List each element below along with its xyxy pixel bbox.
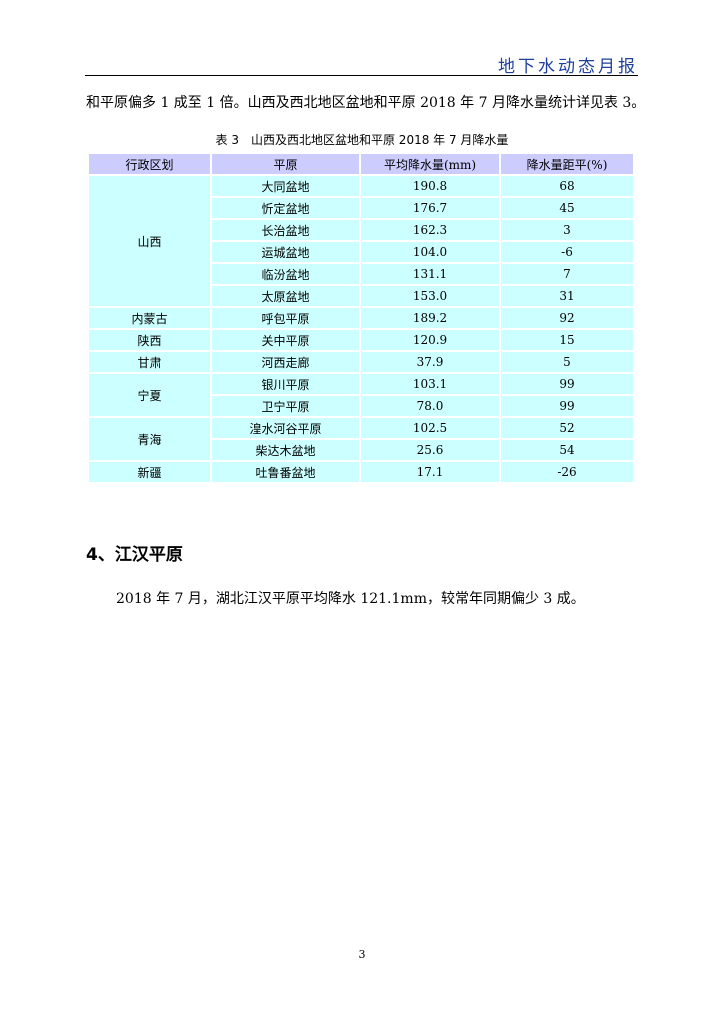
column-header: 平原 (210, 152, 361, 176)
precipitation-cell: 25.6 (359, 438, 501, 462)
plain-cell: 呼包平原 (210, 306, 361, 330)
table-row: 运城盆地 104.0 -6 (88, 240, 635, 264)
precipitation-cell: 153.0 (359, 284, 501, 308)
anomaly-cell: 45 (499, 196, 635, 220)
anomaly-cell: 99 (499, 372, 635, 396)
table-caption: 表 3 山西及西北地区盆地和平原 2018 年 7 月降水量 (215, 133, 509, 147)
table-row: 青海 湟水河谷平原 102.5 52 (87, 416, 635, 462)
section-heading: 4、江汉平原 (86, 545, 183, 565)
table-header-row: 行政区划 平原 平均降水量(mm) 降水量距平(%) (87, 152, 635, 176)
precipitation-cell: 103.1 (359, 372, 501, 396)
anomaly-cell: 5 (499, 350, 635, 374)
running-header-title: 地下水动态月报 (498, 57, 638, 77)
table-row: 卫宁平原 78.0 99 (88, 394, 635, 418)
precipitation-cell: 189.2 (359, 306, 501, 330)
header-divider (85, 75, 638, 76)
precipitation-cell: 131.1 (359, 262, 501, 286)
plain-cell: 长治盆地 (210, 218, 361, 242)
precipitation-cell: 104.0 (359, 240, 501, 264)
region-cell: 新疆 (87, 460, 212, 484)
precipitation-cell: 176.7 (359, 196, 501, 220)
paragraph: 和平原偏多 1 成至 1 倍。山西及西北地区盆地和平原 2018 年 7 月降水… (86, 95, 646, 111)
plain-cell: 吐鲁番盆地 (210, 460, 361, 484)
anomaly-cell: 7 (499, 262, 635, 286)
plain-cell: 临汾盆地 (210, 262, 361, 286)
plain-cell: 柴达木盆地 (210, 438, 361, 462)
table-row: 太原盆地 153.0 31 (88, 284, 635, 308)
anomaly-cell: 92 (499, 306, 635, 330)
region-cell: 陕西 (87, 328, 212, 352)
precipitation-cell: 120.9 (359, 328, 501, 352)
anomaly-cell: 52 (499, 416, 635, 440)
column-header: 行政区划 (87, 152, 212, 176)
anomaly-cell: -26 (499, 460, 635, 484)
region-cell: 宁夏 (87, 372, 212, 418)
table-row: 内蒙古 呼包平原 189.2 92 (87, 306, 635, 330)
region-cell: 内蒙古 (87, 306, 212, 330)
table-row: 柴达木盆地 25.6 54 (88, 438, 635, 462)
anomaly-cell: 68 (499, 174, 635, 198)
page-number: 3 (358, 948, 366, 961)
plain-cell: 大同盆地 (210, 174, 361, 198)
table-row: 忻定盆地 176.7 45 (88, 196, 635, 220)
precipitation-cell: 17.1 (359, 460, 501, 484)
precipitation-cell: 102.5 (359, 416, 501, 440)
region-cell: 山西 (87, 174, 212, 308)
table-row: 陕西 关中平原 120.9 15 (87, 328, 635, 352)
table-row: 山西 大同盆地 190.8 68 (87, 174, 635, 308)
precipitation-table: 行政区划 平原 平均降水量(mm) 降水量距平(%) 山西 大同盆地 190.8 68… (87, 152, 635, 484)
anomaly-cell: -6 (499, 240, 635, 264)
plain-cell: 卫宁平原 (210, 394, 361, 418)
region-cell: 甘肃 (87, 350, 212, 374)
table-row: 新疆 吐鲁番盆地 17.1 -26 (87, 460, 635, 484)
plain-cell: 湟水河谷平原 (210, 416, 361, 440)
precipitation-cell: 162.3 (359, 218, 501, 242)
anomaly-cell: 3 (499, 218, 635, 242)
plain-cell: 运城盆地 (210, 240, 361, 264)
plain-cell: 关中平原 (210, 328, 361, 352)
precipitation-cell: 37.9 (359, 350, 501, 374)
anomaly-cell: 31 (499, 284, 635, 308)
region-cell: 青海 (87, 416, 212, 462)
precipitation-cell: 78.0 (359, 394, 501, 418)
anomaly-cell: 15 (499, 328, 635, 352)
table-row: 临汾盆地 131.1 7 (88, 262, 635, 286)
plain-cell: 太原盆地 (210, 284, 361, 308)
anomaly-cell: 99 (499, 394, 635, 418)
column-header: 平均降水量(mm) (359, 152, 501, 176)
table-row: 长治盆地 162.3 3 (88, 218, 635, 242)
plain-cell: 忻定盆地 (210, 196, 361, 220)
plain-cell: 河西走廊 (210, 350, 361, 374)
precipitation-cell: 190.8 (359, 174, 501, 198)
anomaly-cell: 54 (499, 438, 635, 462)
column-header: 降水量距平(%) (499, 152, 635, 176)
paragraph: 2018 年 7 月，湖北江汉平原平均降水 121.1mm，较常年同期偏少 3 … (116, 591, 585, 607)
table-row: 甘肃 河西走廊 37.9 5 (87, 350, 635, 374)
table-row: 宁夏 银川平原 103.1 99 (87, 372, 635, 418)
plain-cell: 银川平原 (210, 372, 361, 396)
